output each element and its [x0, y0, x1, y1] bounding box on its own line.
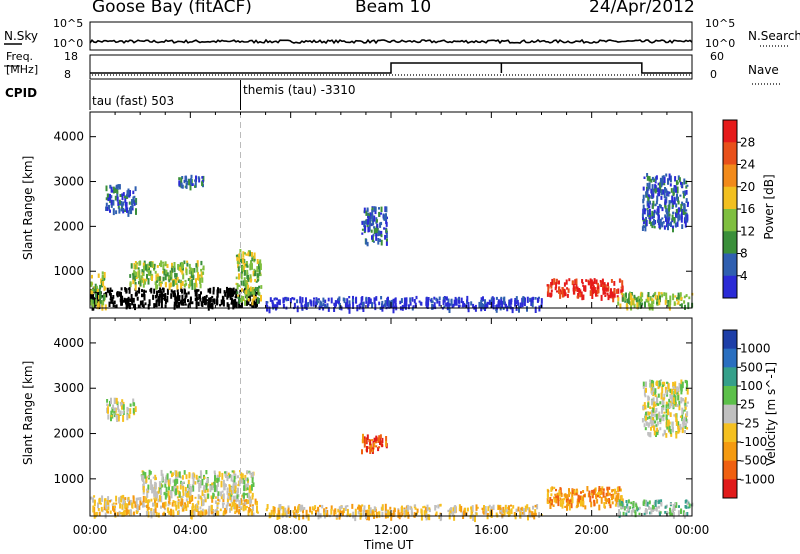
- velocity-colorbar-label-7: -500: [740, 454, 767, 468]
- freq-tick-high: 18: [64, 50, 78, 63]
- beam-title: Beam 10: [355, 0, 432, 17]
- power-colorbar-label-1: 4: [740, 269, 748, 283]
- velocity-colorbar-swatch-4: [723, 386, 737, 406]
- velocity-echo-region-1: [90, 494, 259, 520]
- noise-tick-left-low: 10^0: [53, 37, 84, 50]
- power-echo-region-8: [546, 278, 624, 303]
- power-colorbar-label-7: 28: [740, 135, 755, 149]
- velocity-ytick-label-4: 4000: [53, 336, 84, 350]
- velocity-colorbar-swatch-9: [723, 479, 737, 499]
- velocity-xtick-label-3: 08:00: [273, 523, 308, 537]
- velocity-colorbar-swatch-1: [723, 330, 737, 350]
- power-colorbar-swatch-6: [723, 231, 737, 254]
- power-colorbar-swatch-3: [723, 164, 737, 188]
- velocity-colorbar-label-4: 25: [740, 398, 755, 412]
- freq-panel-frame: [89, 54, 693, 80]
- power-colorbar-label: Power [dB]: [762, 174, 776, 240]
- velocity-echo-region-2: [140, 469, 255, 502]
- nsearch-label: N.Search: [748, 29, 800, 43]
- velocity-xtick-label-1: 00:00: [73, 523, 108, 537]
- date-title: 24/Apr/2012: [589, 0, 695, 17]
- cpid-segment-2: themis (tau) -3310: [243, 83, 356, 97]
- velocity-ytick-label-2: 2000: [53, 427, 84, 441]
- velocity-ylabel: Slant Range [km]: [21, 360, 35, 465]
- power-colorbar-label-3: 12: [740, 224, 755, 238]
- power-ytick-label-3: 3000: [53, 175, 84, 189]
- power-ytick-label-4: 4000: [53, 130, 84, 144]
- velocity-colorbar-swatch-5: [723, 404, 737, 424]
- frequency-series: [90, 62, 692, 74]
- cpid-segment-1: tau (fast) 503: [92, 94, 175, 108]
- velocity-echo-region-4: [617, 499, 694, 519]
- velocity-colorbar-label-1: 1000: [740, 342, 771, 356]
- power-colorbar-swatch-4: [723, 186, 737, 210]
- power-echo-region-10: [641, 173, 689, 233]
- velocity-xtick-label-5: 16:00: [474, 523, 509, 537]
- velocity-xtick-label-2: 04:00: [173, 523, 208, 537]
- noise-panel-frame: [89, 21, 693, 51]
- velocity-colorbar-frame: [722, 329, 738, 499]
- power-ylabel: Slant Range [km]: [21, 155, 35, 260]
- velocity-xtick-label-7: 00:00: [675, 523, 710, 537]
- velocity-colorbar-label-5: -25: [740, 416, 760, 430]
- nsky-series: [89, 38, 693, 45]
- power-colorbar-swatch-7: [723, 253, 737, 277]
- velocity-ytick-label-3: 3000: [53, 381, 84, 395]
- power-echo-region-3: [129, 260, 205, 291]
- power-colorbar-swatch-5: [723, 209, 737, 232]
- velocity-echo-region-6: [361, 433, 388, 455]
- power-colorbar-label-6: 24: [740, 158, 755, 172]
- velocity-ytick-label-1: 1000: [53, 472, 84, 486]
- velocity-colorbar-swatch-7: [723, 442, 737, 462]
- cpid-label: CPID: [5, 86, 38, 100]
- velocity-colorbar-swatch-3: [723, 367, 737, 387]
- power-colorbar-label-2: 8: [740, 247, 748, 261]
- noise-tick-right-low: 10^0: [705, 37, 736, 50]
- power-colorbar-label-5: 20: [740, 180, 755, 194]
- power-colorbar-swatch-8: [723, 275, 737, 299]
- time-axis-label: Time UT: [364, 538, 414, 552]
- power-echo-region-5: [105, 184, 138, 217]
- velocity-colorbar-label-6: -100: [740, 435, 767, 449]
- velocity-colorbar-label: Velocity [m s^-1]: [764, 361, 778, 467]
- power-echo-region-2: [90, 271, 107, 311]
- velocity-colorbar-swatch-8: [723, 460, 737, 480]
- freq-label: Freq.: [6, 50, 34, 63]
- velocity-echo-region-3: [546, 486, 624, 511]
- nave-tick-high: 60: [710, 50, 724, 63]
- velocity-colorbar-label-8: -1000: [740, 472, 775, 486]
- velocity-xtick-label-4: 12:00: [374, 523, 409, 537]
- power-echo-region-11: [265, 295, 543, 314]
- power-colorbar-swatch-2: [723, 142, 737, 165]
- nsky-label: N.Sky: [4, 29, 39, 43]
- nave-label: Nave: [748, 63, 779, 77]
- velocity-colorbar-label-2: 500: [740, 360, 763, 374]
- nave-tick-low: 0: [710, 68, 717, 81]
- power-colorbar-label-4: 16: [740, 202, 755, 216]
- velocity-colorbar-swatch-6: [723, 423, 737, 443]
- velocity-echo-region-8: [265, 503, 543, 523]
- noise-tick-left-high: 10^5: [53, 17, 84, 30]
- power-panel-frame: [89, 111, 693, 309]
- power-echo-region-4: [235, 249, 263, 306]
- velocity-colorbar-swatch-2: [723, 348, 737, 368]
- freq-unit-label: [MHz]: [6, 63, 39, 76]
- power-echo-region-6: [178, 174, 205, 191]
- velocity-xtick-label-6: 20:00: [574, 523, 609, 537]
- power-echo-region-9: [617, 291, 694, 311]
- velocity-echo-region-5: [641, 379, 689, 439]
- power-ytick-label-1: 1000: [53, 264, 84, 278]
- velocity-colorbar-label-3: 100: [740, 379, 763, 393]
- power-ytick-label-2: 2000: [53, 219, 84, 233]
- power-echo-region-7: [361, 206, 388, 247]
- power-colorbar-swatch-1: [723, 120, 737, 143]
- noise-tick-right-high: 10^5: [705, 17, 736, 30]
- power-echo-region-1: [90, 286, 260, 311]
- velocity-echo-region-7: [106, 397, 137, 422]
- freq-tick-low: 8: [64, 68, 71, 81]
- station-title: Goose Bay (fitACF): [92, 0, 252, 17]
